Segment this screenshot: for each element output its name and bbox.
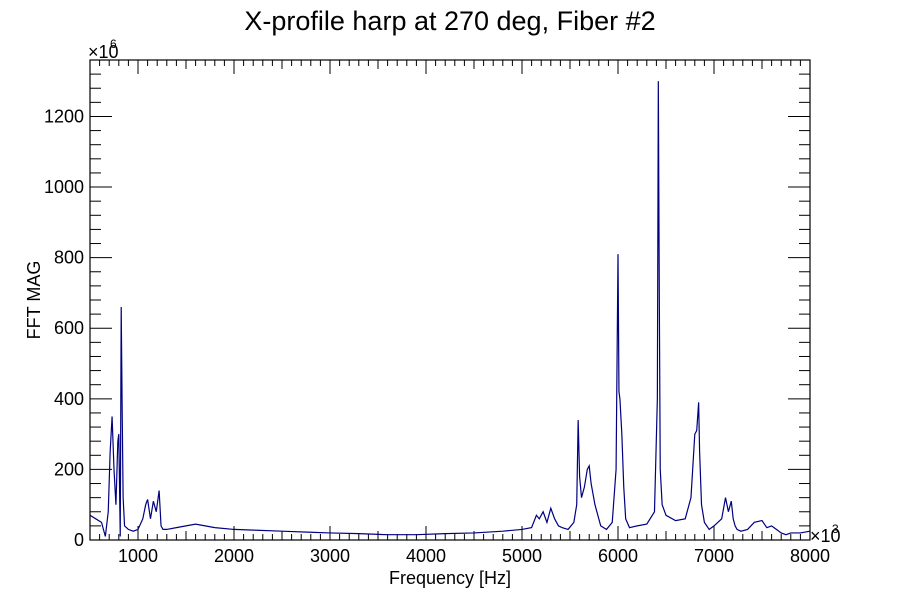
plot-frame bbox=[89, 59, 811, 541]
x-tick-label: 7000 bbox=[694, 546, 734, 566]
y-tick-label: 400 bbox=[54, 389, 84, 409]
y-axis-multiplier: ×10 6 bbox=[88, 37, 119, 62]
x-tick-label: 5000 bbox=[502, 546, 542, 566]
y-axis-tick-labels: 0 200 400 600 800 1000 1200 bbox=[44, 106, 84, 550]
x-tick-label: 2000 bbox=[214, 546, 254, 566]
y-tick-label: 1000 bbox=[44, 177, 84, 197]
x-axis-tick-labels: 1000 2000 3000 4000 5000 6000 7000 8000 bbox=[118, 546, 830, 566]
x-tick-label: 8000 bbox=[790, 546, 830, 566]
x-multiplier-base: ×10 bbox=[810, 526, 841, 546]
y-multiplier-exponent: 6 bbox=[110, 37, 117, 51]
y-tick-label: 0 bbox=[74, 530, 84, 550]
x-tick-label: 3000 bbox=[310, 546, 350, 566]
x-tick-label: 6000 bbox=[598, 546, 638, 566]
chart-title: X-profile harp at 270 deg, Fiber #2 bbox=[244, 6, 655, 36]
x-axis-multiplier: ×10 3 bbox=[810, 522, 841, 546]
series-line bbox=[89, 81, 811, 537]
x-tick-label: 4000 bbox=[406, 546, 446, 566]
y-tick-label: 600 bbox=[54, 318, 84, 338]
y-tick-label: 800 bbox=[54, 248, 84, 268]
y-axis-ticks bbox=[90, 59, 810, 541]
y-tick-label: 200 bbox=[54, 459, 84, 479]
y-axis-label: FFT MAG bbox=[24, 261, 44, 340]
x-multiplier-exponent: 3 bbox=[832, 522, 839, 536]
y-tick-label: 1200 bbox=[44, 106, 84, 126]
x-tick-label: 1000 bbox=[118, 546, 158, 566]
x-axis-label: Frequency [Hz] bbox=[389, 568, 511, 588]
x-axis-ticks bbox=[89, 60, 811, 540]
y-multiplier-base: ×10 bbox=[88, 42, 119, 62]
